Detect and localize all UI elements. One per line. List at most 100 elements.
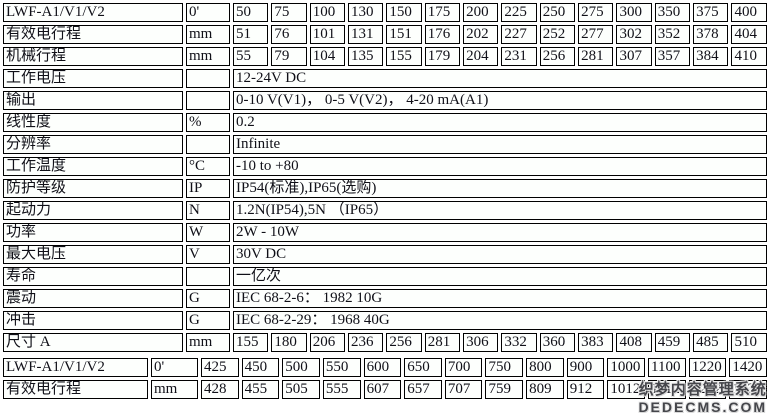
spec-row: 线性度% 0.2 bbox=[3, 113, 767, 132]
span-value-cell: 12-24V DC bbox=[233, 69, 767, 88]
value-cell: 231 bbox=[501, 47, 537, 66]
value-cell: 131 bbox=[348, 25, 384, 44]
value-cell: 800 bbox=[526, 358, 564, 377]
span-value-cell: IP54(标准),IP65(选购) bbox=[233, 179, 767, 198]
value-cell: 459 bbox=[654, 333, 691, 352]
row-unit bbox=[186, 267, 230, 286]
value-cell: 236 bbox=[348, 333, 384, 352]
row-label: 防护等级 bbox=[3, 179, 183, 198]
spec-row: 寿命 一亿次 bbox=[3, 267, 767, 286]
spec-table-extended-body: LWF-A1/V1/V2 0' 425 450 500 550 600 650 700 750 80… bbox=[3, 358, 767, 399]
value-cell: 302 bbox=[616, 25, 652, 44]
value-cell: 912 bbox=[566, 380, 605, 399]
value-cell: 600 bbox=[363, 358, 402, 377]
row-unit: 0' bbox=[186, 3, 230, 22]
row-label: LWF-A1/V1/V2 bbox=[3, 358, 148, 377]
value-cell: 202 bbox=[463, 25, 499, 44]
span-value-cell: IEC 68-2-29： 1968 40G bbox=[233, 311, 767, 330]
row-unit: G bbox=[186, 289, 230, 308]
value-cell: 400 bbox=[731, 3, 767, 22]
value-cell: 900 bbox=[566, 358, 605, 377]
value-cell: 384 bbox=[693, 47, 729, 66]
value-cell: 1112 bbox=[648, 380, 686, 399]
value-cell: 75 bbox=[271, 3, 307, 22]
value-cell: 408 bbox=[616, 333, 652, 352]
span-value-cell: 0.2 bbox=[233, 113, 767, 132]
value-cell: 607 bbox=[363, 380, 402, 399]
value-cell: 1100 bbox=[648, 358, 686, 377]
value-cell: 500 bbox=[282, 358, 320, 377]
spec-row: LWF-A1/V1/V2 0' 50 75 100 130 150 175 200 225 250 2… bbox=[3, 3, 767, 22]
row-label: 工作温度 bbox=[3, 157, 183, 176]
value-cell: 206 bbox=[309, 333, 346, 352]
row-label: 起动力 bbox=[3, 201, 183, 220]
span-value-cell: 30V DC bbox=[233, 245, 767, 264]
spec-table-primary: LWF-A1/V1/V2 0' 50 75 100 130 150 175 200 225 250 2… bbox=[3, 3, 767, 352]
spec-table-primary-body: LWF-A1/V1/V2 0' 50 75 100 130 150 175 200 225 250 2… bbox=[3, 3, 767, 352]
value-cell: 155 bbox=[386, 47, 422, 66]
value-cell: 1420 bbox=[729, 358, 767, 377]
value-cell: 51 bbox=[233, 25, 269, 44]
value-cell: 179 bbox=[424, 47, 461, 66]
value-cell: 1220 bbox=[688, 358, 727, 377]
spec-table-extended: LWF-A1/V1/V2 0' 425 450 500 550 600 650 700 750 80… bbox=[0, 355, 770, 402]
row-unit: mm bbox=[186, 333, 230, 352]
row-unit: mm bbox=[186, 47, 230, 66]
value-cell: 360 bbox=[539, 333, 576, 352]
span-value-cell: IEC 68-2-6： 1982 10G bbox=[233, 289, 767, 308]
value-cell: 759 bbox=[485, 380, 524, 399]
row-unit: N bbox=[186, 201, 230, 220]
value-cell: 130 bbox=[348, 3, 384, 22]
value-cell: 50 bbox=[233, 3, 269, 22]
row-label: 工作电压 bbox=[3, 69, 183, 88]
spec-row: 工作电压 12-24V DC bbox=[3, 69, 767, 88]
value-cell: 101 bbox=[309, 25, 346, 44]
value-cell: 55 bbox=[233, 47, 269, 66]
span-value-cell: 一亿次 bbox=[233, 267, 767, 286]
row-label: 输出 bbox=[3, 91, 183, 110]
row-label: 有效电行程 bbox=[3, 380, 148, 399]
value-cell: 700 bbox=[444, 358, 483, 377]
value-cell: 1232 bbox=[688, 380, 727, 399]
spec-row: 输出 0-10 V(V1)， 0-5 V(V2)， 4-20 mA(A1) bbox=[3, 91, 767, 110]
spec-row: 工作温度 °C -10 to +80 bbox=[3, 157, 767, 176]
value-cell: 1000 bbox=[607, 358, 646, 377]
value-cell: 277 bbox=[578, 25, 614, 44]
row-label: 机械行程 bbox=[3, 47, 183, 66]
row-label: 震动 bbox=[3, 289, 183, 308]
span-value-cell: 2W - 10W bbox=[233, 223, 767, 242]
span-value-cell: Infinite bbox=[233, 135, 767, 154]
value-cell: 350 bbox=[654, 3, 691, 22]
value-cell: 200 bbox=[463, 3, 499, 22]
value-cell: 100 bbox=[309, 3, 346, 22]
value-cell: 155 bbox=[233, 333, 269, 352]
row-unit bbox=[186, 91, 230, 110]
value-cell: 1432 bbox=[729, 380, 767, 399]
value-cell: 176 bbox=[424, 25, 461, 44]
value-cell: 281 bbox=[424, 333, 461, 352]
spec-row: 最大电压 V 30V DC bbox=[3, 245, 767, 264]
value-cell: 1012 bbox=[607, 380, 646, 399]
value-cell: 455 bbox=[241, 380, 280, 399]
row-unit: °C bbox=[186, 157, 230, 176]
row-label: 最大电压 bbox=[3, 245, 183, 264]
value-cell: 750 bbox=[485, 358, 524, 377]
row-unit: 0' bbox=[151, 358, 198, 377]
value-cell: 256 bbox=[386, 333, 422, 352]
value-cell: 404 bbox=[731, 25, 767, 44]
value-cell: 275 bbox=[578, 3, 614, 22]
spec-row: 有效电行程 mm 51 76 101 131 151 176 202 227 252 277 302 35… bbox=[3, 25, 767, 44]
value-cell: 256 bbox=[539, 47, 576, 66]
row-label: 有效电行程 bbox=[3, 25, 183, 44]
row-unit bbox=[186, 69, 230, 88]
value-cell: 707 bbox=[444, 380, 483, 399]
value-cell: 332 bbox=[501, 333, 537, 352]
spec-row: 冲击 G IEC 68-2-29： 1968 40G bbox=[3, 311, 767, 330]
value-cell: 375 bbox=[693, 3, 729, 22]
spec-row: 机械行程 mm 55 79 104 135 155 179 204 231 256 281 307 357… bbox=[3, 47, 767, 66]
spec-row: 功率 W 2W - 10W bbox=[3, 223, 767, 242]
row-unit: % bbox=[186, 113, 230, 132]
span-value-cell: 0-10 V(V1)， 0-5 V(V2)， 4-20 mA(A1) bbox=[233, 91, 767, 110]
